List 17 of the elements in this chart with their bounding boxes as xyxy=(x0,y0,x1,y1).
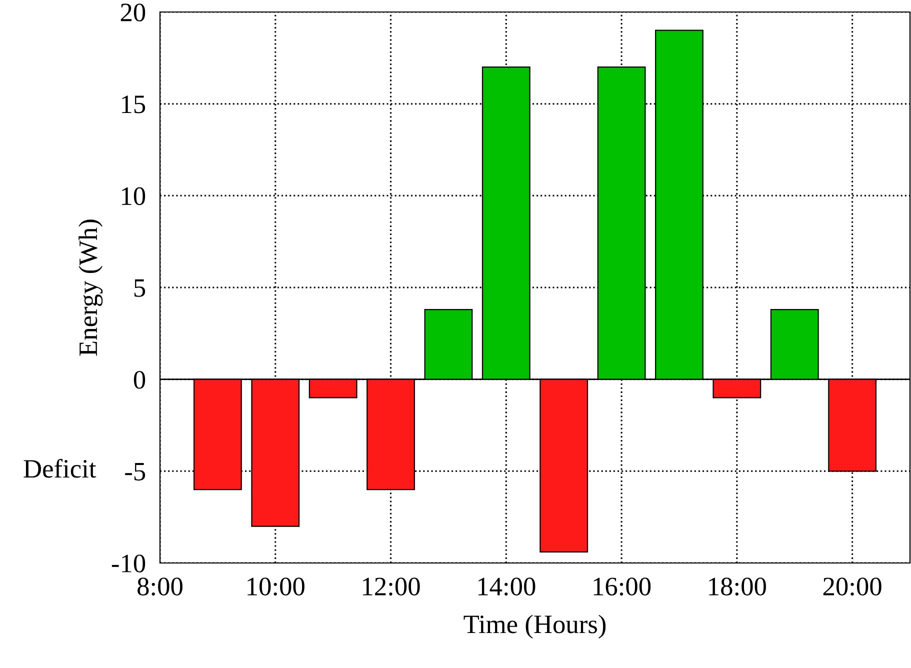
y-tick-label: 0 xyxy=(134,370,146,389)
text: Deficit xyxy=(24,458,96,478)
x-tick-label: 8:00 xyxy=(138,578,182,596)
x-tick-label: 12:00 xyxy=(363,578,420,596)
y-tick-label: 20 xyxy=(120,4,146,22)
y-axis-title: Energy (Wh) xyxy=(78,220,103,356)
y-tick-label: 5 xyxy=(134,279,146,297)
y-tick-label: -5 xyxy=(125,463,146,481)
x-tick-label: 16:00 xyxy=(594,578,651,596)
y-tick-label: 10 xyxy=(122,187,146,206)
y-tick-label: 15 xyxy=(122,96,146,114)
y-tick-label: -10 xyxy=(112,554,146,572)
x-tick-label: 14:00 xyxy=(478,578,536,596)
x-tick-label: 20:00 xyxy=(823,578,882,596)
x-tick-label: 18:00 xyxy=(709,578,766,596)
x-axis-title: Time (Hours) xyxy=(464,614,606,639)
x-tick-label: 10:00 xyxy=(248,578,304,596)
